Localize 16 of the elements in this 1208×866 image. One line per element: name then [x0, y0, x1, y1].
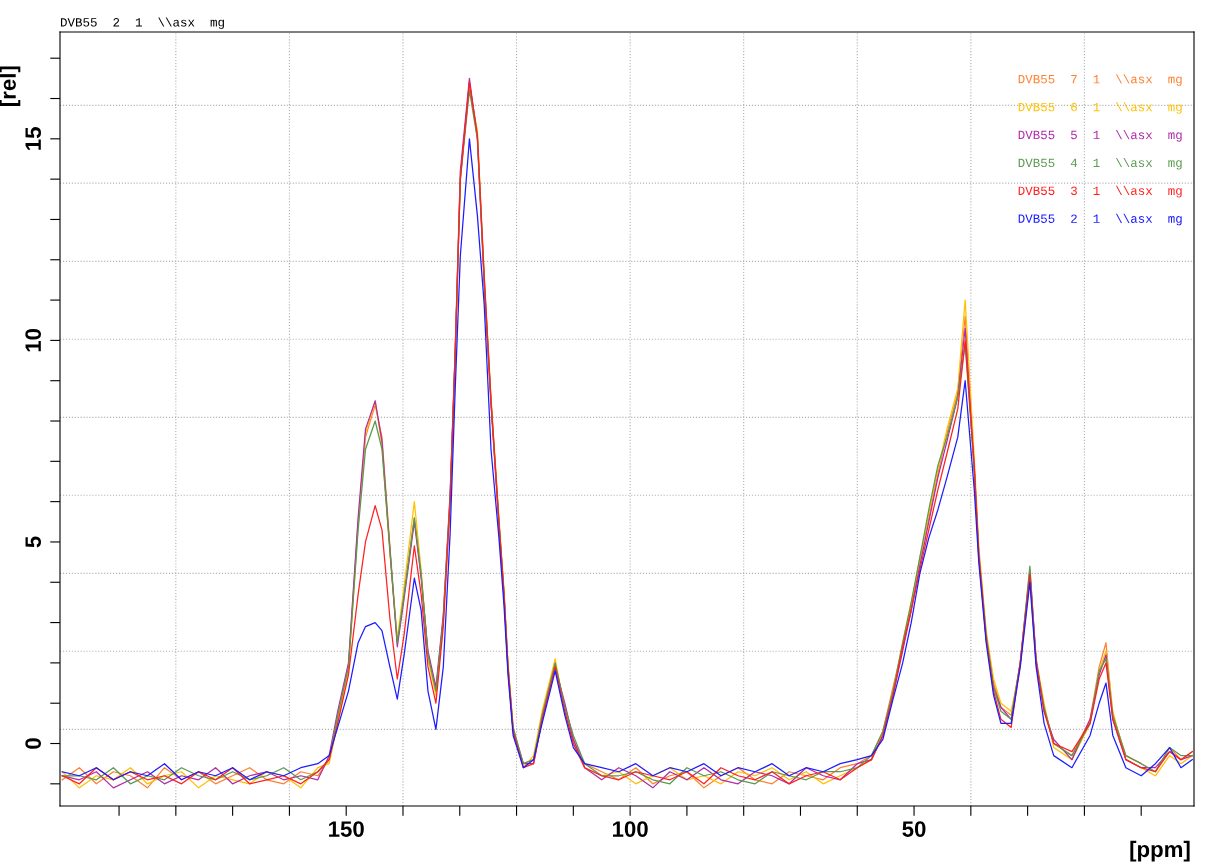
y-tick-label: 5: [25, 536, 42, 548]
chart-title: DVB55 2 1 \\asx mg: [60, 17, 224, 30]
x-tick-label: 150: [329, 821, 364, 837]
text: DVB55 7 1 \\asx mg: [1018, 74, 1182, 86]
text: DVB55 4 1 \\asx mg: [1018, 157, 1182, 170]
text: DVB55 2 1 \\asx mg: [1018, 213, 1182, 226]
y-axis-title: [rel]: [0, 66, 21, 106]
x-tick-label: 50: [902, 821, 926, 837]
text: DVB55 3 1 \\asx mg: [1018, 185, 1182, 198]
y-tick-label: 0: [25, 738, 42, 749]
x-axis-title: [ppm]: [1130, 840, 1190, 862]
text: DVB55 5 1 \\asx mg: [1018, 130, 1182, 142]
y-tick-label: 10: [25, 328, 42, 352]
y-tick-label: 15: [25, 127, 42, 150]
x-tick-label: 100: [612, 821, 648, 837]
text: DVB55 6 1 \\asx mg: [1018, 102, 1182, 114]
